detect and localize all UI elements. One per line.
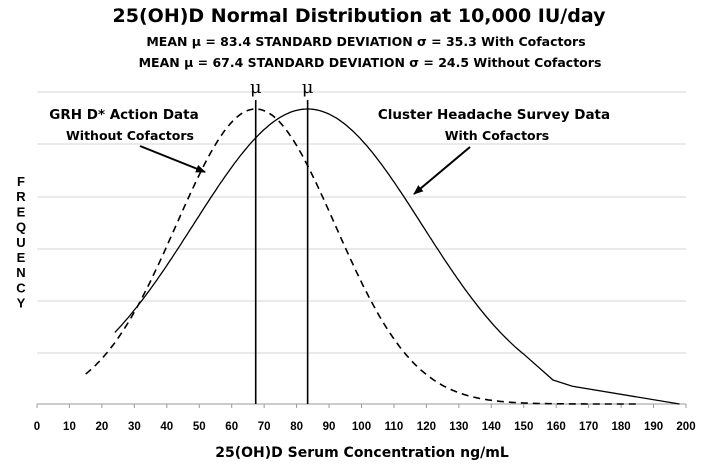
x-tick-label: 50 — [193, 421, 206, 433]
x-tick-label: 90 — [323, 421, 336, 433]
y-axis-letter: E — [17, 250, 26, 265]
x-tick-label: 150 — [514, 421, 533, 433]
series-with-cofactors-line — [114, 108, 680, 405]
y-axis-letter: C — [16, 280, 26, 295]
annotation-cluster-title: Cluster Headache Survey Data — [378, 107, 610, 123]
x-tick-label: 0 — [34, 421, 40, 433]
x-tick-label: 170 — [579, 421, 598, 433]
x-tick-label: 160 — [547, 421, 566, 433]
x-tick-label: 100 — [352, 421, 371, 433]
x-tick-label: 60 — [225, 421, 238, 433]
chart-subtitle-1: MEAN μ = 83.4 STANDARD DEVIATION σ = 35.… — [146, 34, 585, 49]
annotation-grh-subtitle: Without Cofactors — [66, 128, 194, 143]
annotation-grh-title: GRH D* Action Data — [49, 107, 198, 123]
x-tick-label: 190 — [644, 421, 663, 433]
y-axis-letter: U — [16, 235, 25, 250]
annotation-cluster-subtitle: With Cofactors — [445, 128, 550, 143]
x-tick-label: 80 — [290, 421, 303, 433]
y-axis-letter: F — [17, 174, 25, 189]
y-axis-letter: Q — [16, 220, 26, 235]
x-axis-ticks: 0 10 20 30 40 50 60 70 80 90 100 110 120 130 140 150 160… — [34, 404, 696, 433]
x-tick-label: 120 — [417, 421, 436, 433]
chart-title: 25(OH)D Normal Distribution at 10,000 IU… — [113, 5, 607, 27]
x-tick-label: 110 — [385, 421, 404, 433]
x-tick-label: 20 — [96, 421, 109, 433]
x-tick-label: 200 — [676, 421, 695, 433]
gridlines — [37, 91, 686, 354]
y-axis-letter: N — [16, 265, 25, 280]
series-without-cofactors-line — [85, 108, 638, 405]
x-axis-label: 25(OH)D Serum Concentration ng/mL — [215, 445, 509, 461]
x-tick-label: 140 — [482, 421, 501, 433]
y-axis-letter: R — [16, 189, 26, 204]
mean-label-2: μ — [302, 77, 314, 98]
mean-label-1: μ — [250, 77, 262, 98]
x-tick-label: 40 — [160, 421, 173, 433]
x-tick-label: 180 — [612, 421, 631, 433]
y-axis-letter: Y — [17, 296, 26, 311]
x-tick-label: 130 — [449, 421, 468, 433]
annotation-grh-arrow — [139, 145, 206, 173]
x-tick-label: 10 — [63, 421, 76, 433]
chart-subtitle-2: MEAN μ = 67.4 STANDARD DEVIATION σ = 24.… — [139, 55, 602, 70]
x-tick-label: 70 — [258, 421, 271, 433]
annotation-cluster-arrow — [413, 146, 471, 195]
x-tick-label: 30 — [128, 421, 141, 433]
y-axis-letter: E — [17, 204, 26, 219]
